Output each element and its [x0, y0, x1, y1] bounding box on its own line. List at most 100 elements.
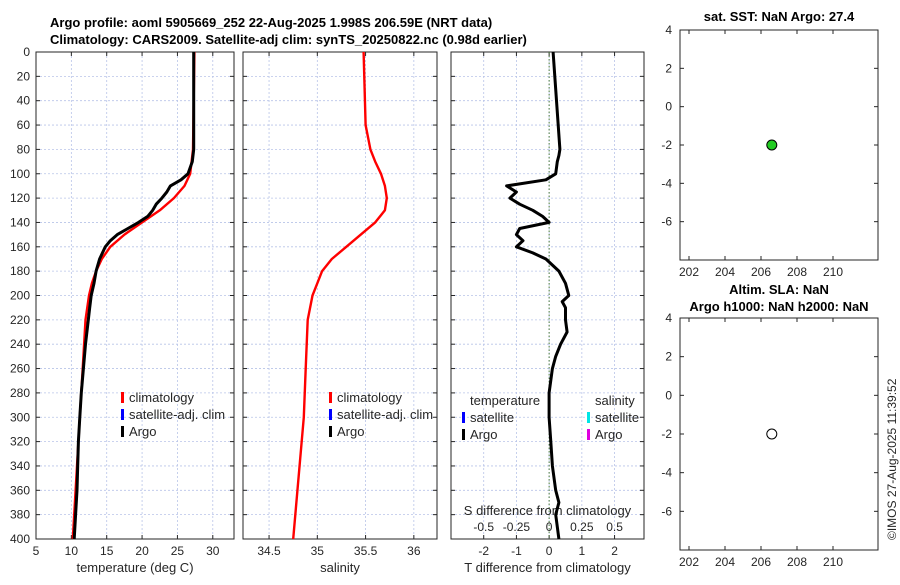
data-point — [766, 428, 778, 440]
y-tick-label: -4 — [661, 176, 672, 190]
axes-sst: 202 204 206 208 210 4 2 0 -2 -4 -6 sat. SST: NaN Ar… — [661, 9, 879, 279]
y-tick-label: 2 — [665, 350, 672, 364]
x-tick-label: 208 — [787, 555, 807, 569]
x-tick-label: -1 — [511, 544, 522, 558]
x-tick-label: 202 — [679, 265, 699, 279]
y-tick-label: 160 — [10, 240, 30, 254]
y-tick-label: 80 — [17, 142, 31, 156]
y-tick-label: 220 — [10, 313, 30, 327]
x-axis-label: T difference from climatology — [464, 560, 631, 575]
s-diff-tick-label: 0 — [546, 520, 553, 534]
y-tick-label: 0 — [23, 45, 30, 59]
x-tick-label: 34.5 — [257, 544, 281, 558]
x-tick-label: 15 — [100, 544, 114, 558]
y-tick-label: 60 — [17, 118, 31, 132]
x-tick-label: 210 — [823, 265, 843, 279]
legend-label: satellite-adj. clim — [337, 407, 433, 422]
legend-label: satellite — [470, 410, 514, 425]
x-tick-label: 5 — [33, 544, 40, 558]
legend-label: satellite-adj. clim — [129, 407, 225, 422]
y-tick-label: 4 — [665, 23, 672, 37]
y-tick-label: 2 — [665, 61, 672, 75]
y-tick-label: -2 — [661, 427, 672, 441]
legend-label: Argo — [129, 424, 156, 439]
x-tick-label: 208 — [787, 265, 807, 279]
legend-label: Argo — [470, 427, 497, 442]
data-point — [766, 139, 778, 151]
x-tick-label: 35 — [311, 544, 325, 558]
x-axis-label: salinity — [320, 560, 360, 575]
legend-swatch — [329, 392, 332, 403]
y-tick-label: 120 — [10, 191, 30, 205]
y-tick-label: 380 — [10, 508, 30, 522]
legend-swatch — [587, 412, 590, 423]
series-line-argo-t-diff — [505, 51, 571, 540]
y-tick-label: -6 — [661, 504, 672, 518]
y-tick-label: -6 — [661, 215, 672, 229]
y-tick-label: 300 — [10, 410, 30, 424]
x-axis-label: temperature (deg C) — [76, 560, 193, 575]
x-tick-label: 206 — [751, 265, 771, 279]
y-tick-label: 260 — [10, 362, 30, 376]
y-tick-label: 360 — [10, 483, 30, 497]
y-tick-label: 400 — [10, 532, 30, 546]
y-tick-label: 200 — [10, 289, 30, 303]
legend-label: climatology — [129, 390, 195, 405]
y-tick-label: 320 — [10, 435, 30, 449]
y-tick-label: 20 — [17, 69, 31, 83]
legend-swatch — [587, 429, 590, 440]
y-tick-label: -2 — [661, 138, 672, 152]
y-tick-label: 4 — [665, 311, 672, 325]
s-diff-tick-label: 0.5 — [606, 520, 623, 534]
y-tick-label: 180 — [10, 264, 30, 278]
legend-swatch — [121, 392, 124, 403]
x-tick-label: 206 — [751, 555, 771, 569]
y-tick-label: 40 — [17, 94, 31, 108]
x-tick-label: 30 — [206, 544, 220, 558]
x-tick-label: 0 — [546, 544, 553, 558]
axes-salinity: 34.5 35 35.5 36 salinity climatology satellite… — [242, 51, 438, 575]
legend-swatch — [121, 426, 124, 437]
x-tick-label: 210 — [823, 555, 843, 569]
panel-title: sat. SST: NaN Argo: 27.4 — [704, 9, 855, 24]
y-tick-label: 240 — [10, 337, 30, 351]
y-tick-label: 140 — [10, 215, 30, 229]
axes-difference: -2 -1 0 1 2 T difference from climatology S di… — [450, 51, 645, 575]
legend-swatch — [329, 409, 332, 420]
y-tick-label: 0 — [665, 100, 672, 114]
legend-label: Argo — [337, 424, 364, 439]
axes-frame — [679, 29, 879, 261]
series-line-climatology — [292, 51, 388, 540]
top-x-axis-label: S difference from climatology — [464, 503, 632, 518]
s-diff-tick-label: 0.25 — [570, 520, 594, 534]
x-tick-label: 1 — [579, 544, 586, 558]
x-tick-label: 20 — [135, 544, 149, 558]
y-tick-label: 340 — [10, 459, 30, 473]
legend-swatch — [462, 429, 465, 440]
legend-swatch — [329, 426, 332, 437]
legend-label: satellite — [595, 410, 639, 425]
s-diff-tick-label: -0.25 — [503, 520, 531, 534]
x-tick-label: 36 — [407, 544, 421, 558]
series-line-argo — [72, 52, 196, 540]
legend-swatch — [462, 412, 465, 423]
y-tick-label: 100 — [10, 167, 30, 181]
legend-label: Argo — [595, 427, 622, 442]
x-tick-label: 25 — [171, 544, 185, 558]
footer-timestamp: ©IMOS 27-Aug-2025 11:39:52 — [885, 378, 899, 540]
legend-title-temperature: temperature — [470, 393, 540, 408]
x-tick-label: 2 — [611, 544, 618, 558]
legend-swatch — [121, 409, 124, 420]
panel-title: Argo h1000: NaN h2000: NaN — [689, 299, 868, 314]
panel-title: Altim. SLA: NaN — [729, 282, 829, 297]
x-tick-label: 204 — [715, 555, 735, 569]
axes-temperature: 5 10 15 20 25 3002040608010012014016018020022… — [10, 15, 527, 575]
y-tick-label: 280 — [10, 386, 30, 400]
s-diff-tick-label: -0.5 — [473, 520, 494, 534]
axes-frame — [679, 317, 879, 551]
figure-title: Argo profile: aoml 5905669_252 22-Aug-20… — [50, 15, 492, 30]
figure-title: Climatology: CARS2009. Satellite-adj cli… — [50, 32, 527, 47]
x-tick-label: 204 — [715, 265, 735, 279]
y-tick-label: 0 — [665, 388, 672, 402]
